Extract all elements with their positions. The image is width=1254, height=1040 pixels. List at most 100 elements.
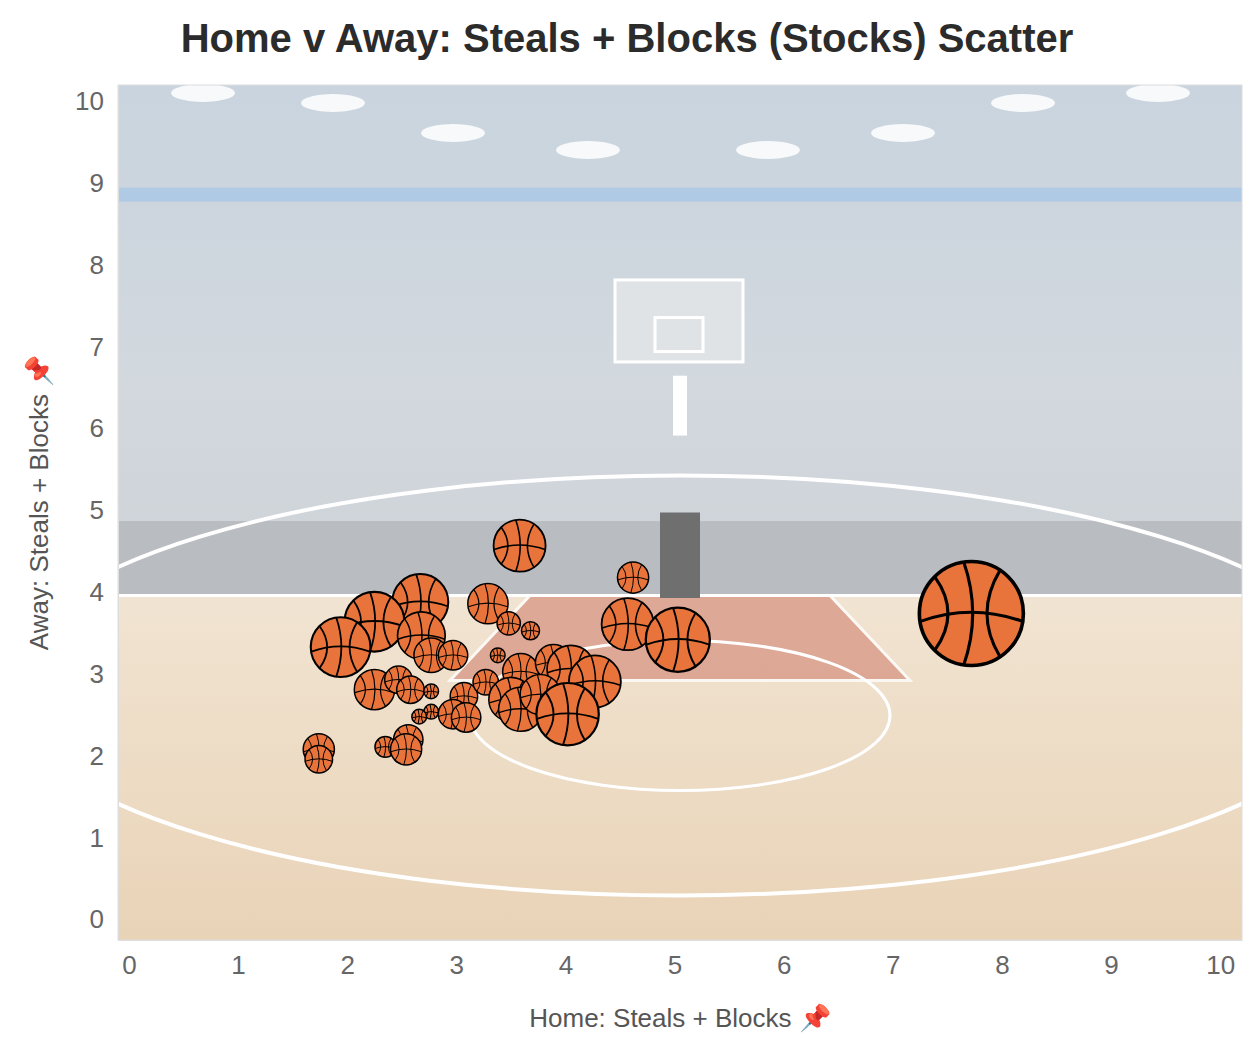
backboard-square bbox=[655, 318, 703, 352]
ball-seam bbox=[687, 613, 695, 666]
x-axis: 012345678910 bbox=[119, 940, 1243, 980]
y-axis: 012345678910 bbox=[75, 86, 118, 941]
point-group bbox=[646, 608, 710, 672]
x-tick: 5 bbox=[668, 940, 682, 980]
ball-seam bbox=[500, 649, 502, 661]
ball-seam bbox=[503, 671, 538, 674]
point bbox=[305, 745, 333, 773]
x-tick-label: 6 bbox=[777, 950, 791, 980]
ball-seam bbox=[439, 655, 468, 658]
point bbox=[617, 562, 648, 593]
x-tick: 7 bbox=[886, 940, 900, 980]
ball-seam bbox=[497, 623, 520, 625]
ball-seam bbox=[987, 570, 1000, 656]
point-group bbox=[536, 683, 598, 745]
ball-seam bbox=[433, 685, 435, 697]
ball-seam bbox=[456, 707, 460, 728]
y-tick: 10 bbox=[75, 86, 118, 116]
point bbox=[521, 622, 539, 640]
point-group bbox=[311, 617, 371, 677]
ball-seam bbox=[393, 601, 448, 606]
points bbox=[303, 520, 1023, 773]
arena-light bbox=[556, 141, 620, 159]
ball-seam bbox=[457, 643, 461, 667]
ball-seam bbox=[323, 748, 326, 771]
y-tick: 0 bbox=[90, 904, 118, 934]
ball-seam bbox=[494, 587, 499, 620]
y-tick: 6 bbox=[90, 413, 118, 443]
point bbox=[424, 684, 439, 699]
ball-seam bbox=[577, 688, 585, 740]
plot-area: 012345678910012345678910 bbox=[0, 84, 1254, 980]
y-tick-label: 10 bbox=[75, 86, 104, 116]
ball-seam bbox=[311, 646, 370, 651]
x-tick-label: 5 bbox=[668, 950, 682, 980]
y-tick: 2 bbox=[90, 741, 118, 771]
ball-seam bbox=[424, 691, 438, 692]
ball-seam bbox=[618, 577, 649, 580]
ball-seam bbox=[622, 567, 626, 589]
hoop-pole bbox=[673, 376, 687, 436]
ball-seam bbox=[414, 711, 416, 721]
ball-seam bbox=[383, 597, 390, 647]
ball-seam bbox=[920, 612, 1022, 621]
ball-seam bbox=[646, 639, 709, 645]
ball-seam bbox=[443, 645, 447, 666]
ball-seam bbox=[541, 650, 546, 675]
hoop-stand bbox=[660, 513, 700, 599]
ball-seam bbox=[389, 670, 392, 689]
point-group bbox=[390, 734, 421, 765]
point-group bbox=[305, 745, 333, 773]
y-tick: 3 bbox=[90, 659, 118, 689]
ball-seam bbox=[609, 606, 616, 642]
point-group bbox=[497, 612, 520, 635]
point bbox=[536, 683, 598, 745]
point-group bbox=[397, 676, 425, 704]
x-tick: 6 bbox=[777, 940, 791, 980]
backboard bbox=[615, 280, 743, 362]
ball-seam bbox=[468, 603, 507, 607]
y-tick-label: 5 bbox=[90, 495, 104, 525]
y-axis-title: Away: Steals + Blocks 📌 bbox=[23, 355, 54, 650]
arena-light bbox=[1126, 85, 1190, 102]
x-axis-title: Home: Steals + Blocks 📌 bbox=[529, 1002, 831, 1033]
point bbox=[438, 641, 467, 670]
arena-light bbox=[871, 124, 935, 142]
ball-seam bbox=[378, 740, 381, 755]
y-tick-label: 4 bbox=[90, 577, 104, 607]
y-tick: 9 bbox=[90, 168, 118, 198]
ball-seam bbox=[522, 631, 540, 633]
y-tick-label: 3 bbox=[90, 659, 104, 689]
arena-light-band bbox=[118, 188, 1242, 202]
ball-seam bbox=[426, 686, 428, 696]
ball-seam bbox=[638, 565, 642, 591]
arena-light bbox=[301, 94, 365, 112]
point-group bbox=[424, 684, 439, 699]
point-group bbox=[617, 562, 648, 593]
point bbox=[494, 520, 546, 572]
ball-seam bbox=[419, 643, 423, 667]
y-tick-label: 7 bbox=[90, 332, 104, 362]
point-group bbox=[919, 562, 1023, 666]
point bbox=[490, 648, 505, 663]
ball-seam bbox=[533, 623, 535, 638]
arena-light bbox=[421, 124, 485, 142]
ball-seam bbox=[320, 626, 327, 668]
ball-seam bbox=[471, 705, 475, 729]
x-tick: 10 bbox=[1206, 940, 1235, 980]
ball-seam bbox=[655, 617, 663, 662]
chart: 012345678910012345678910Home v Away: Ste… bbox=[0, 0, 1254, 1040]
point bbox=[311, 617, 371, 677]
ball-seam bbox=[493, 650, 495, 660]
x-tick: 9 bbox=[1104, 940, 1118, 980]
y-tick-label: 8 bbox=[90, 250, 104, 280]
x-tick: 4 bbox=[559, 940, 573, 980]
ball-seam bbox=[309, 750, 312, 769]
ball-seam bbox=[526, 680, 531, 708]
point bbox=[646, 608, 710, 672]
x-tick-label: 4 bbox=[559, 950, 573, 980]
arena-background bbox=[118, 85, 1242, 940]
x-tick-label: 2 bbox=[340, 950, 354, 980]
ball-seam bbox=[602, 624, 653, 629]
x-tick-label: 8 bbox=[995, 950, 1009, 980]
